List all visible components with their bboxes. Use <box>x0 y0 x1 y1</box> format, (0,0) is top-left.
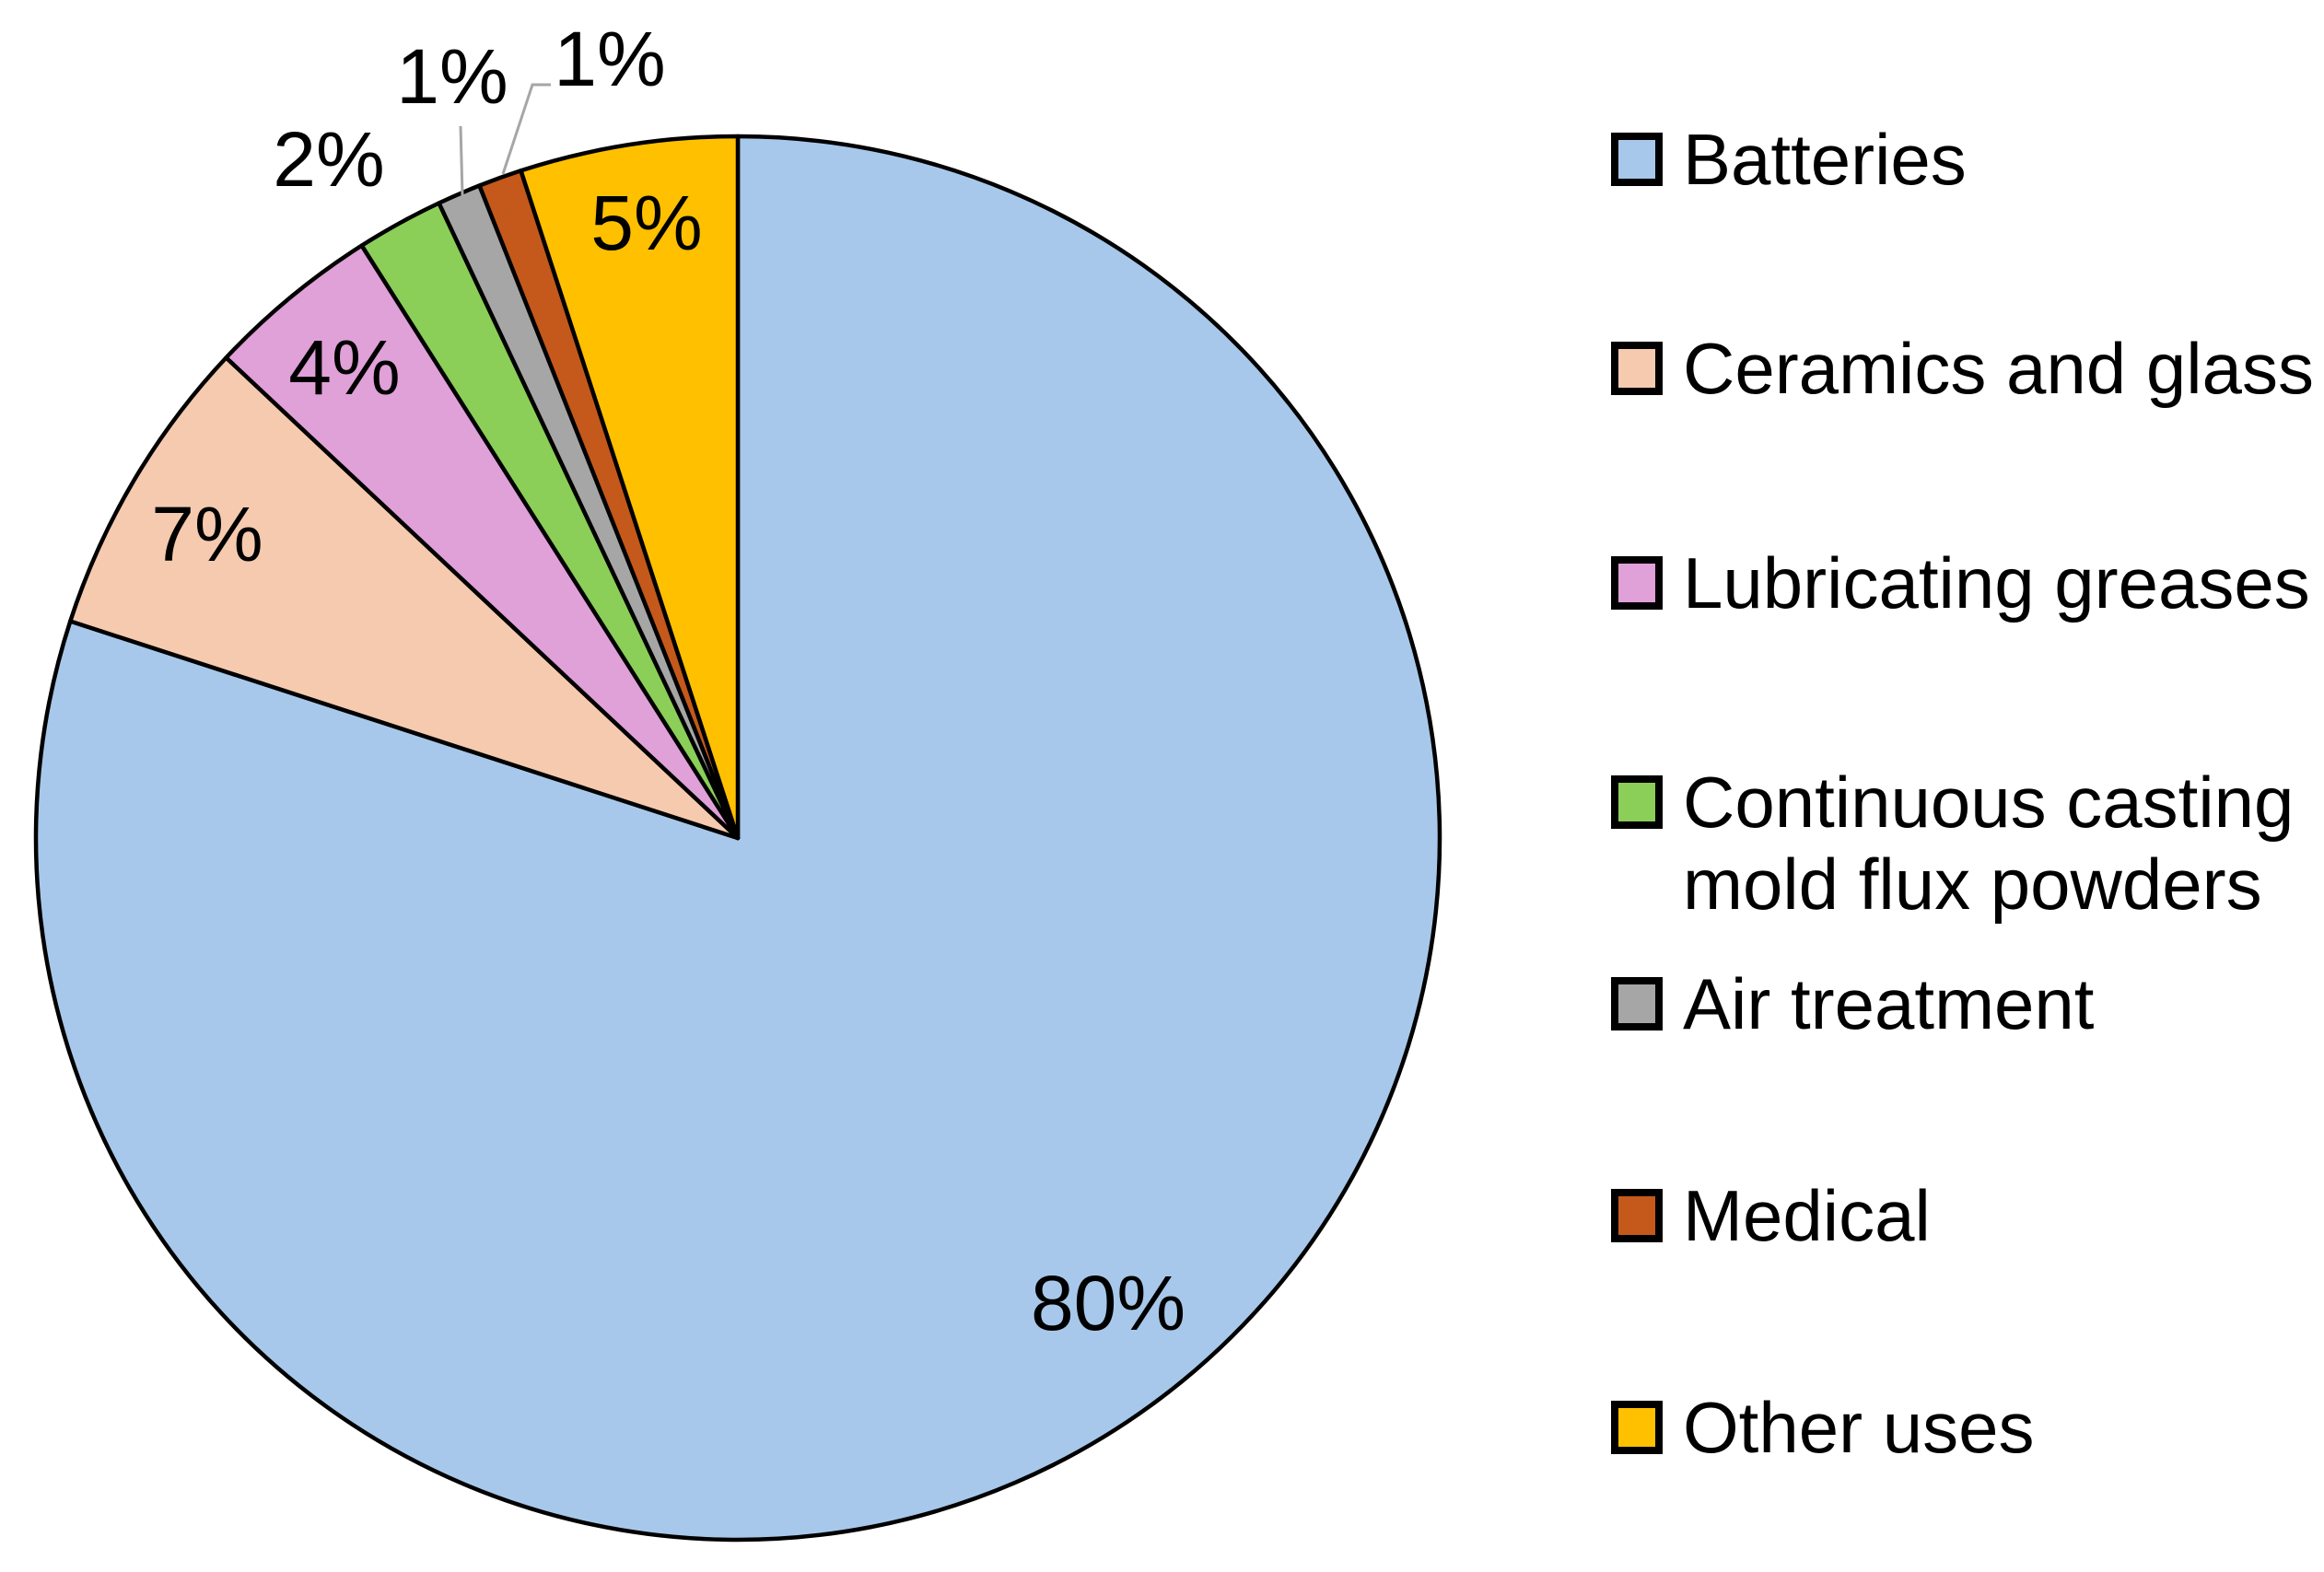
slice-label-batteries: 80% <box>1031 1260 1185 1346</box>
legend-item-batteries: Batteries <box>1611 119 1967 200</box>
legend-label-line: Ceramics and glass <box>1683 328 2314 409</box>
legend-label-line: Batteries <box>1683 119 1967 200</box>
legend-label-line: Continuous casting <box>1683 762 2294 843</box>
slice-label-medical: 1% <box>554 16 665 102</box>
legend-label-batteries: Batteries <box>1683 119 1967 200</box>
legend-label-line: Lubricating greases <box>1683 542 2310 623</box>
slice-label-other-uses: 5% <box>590 180 702 266</box>
slice-label-air-treatment: 1% <box>396 33 508 120</box>
leader-lines-layer <box>459 83 551 196</box>
legend-label-medical: Medical <box>1683 1175 1931 1256</box>
legend-swatch-other-uses <box>1611 1401 1663 1454</box>
legend-swatch-lubricating-greases <box>1611 556 1663 610</box>
legend-label-air-treatment: Air treatment <box>1683 963 2095 1044</box>
legend-label-line: Air treatment <box>1683 963 2095 1044</box>
legend-label-line: Medical <box>1683 1175 1931 1256</box>
legend-item-ceramics-and-glass: Ceramics and glass <box>1611 328 2314 409</box>
legend-swatch-medical <box>1611 1189 1663 1242</box>
legend-item-air-treatment: Air treatment <box>1611 963 2095 1044</box>
pie-slices-layer <box>33 134 1442 1543</box>
legend-item-lubricating-greases: Lubricating greases <box>1611 542 2310 623</box>
leader-line-medical <box>501 83 551 175</box>
pie-slice-ceramics-and-glass <box>68 355 741 841</box>
legend-label-lubricating-greases: Lubricating greases <box>1683 542 2310 623</box>
slice-label-lubricating-greases: 4% <box>288 324 400 411</box>
legend-label-ceramics-and-glass: Ceramics and glass <box>1683 328 2314 409</box>
leader-line-air-treatment <box>459 125 464 196</box>
pie-slice-other-uses <box>519 134 741 841</box>
legend-item-medical: Medical <box>1611 1175 1931 1256</box>
legend-swatch-ceramics-and-glass <box>1611 342 1663 395</box>
slice-label-ceramics-and-glass: 7% <box>151 491 263 577</box>
legend-swatch-batteries <box>1611 133 1663 186</box>
legend: Batteries Ceramics and glass Lubricating g… <box>1611 119 2314 1468</box>
legend-label-line: mold flux powders <box>1683 844 2262 925</box>
legend-label-line: Other uses <box>1683 1387 2035 1468</box>
legend-swatch-air-treatment <box>1611 977 1663 1031</box>
slice-labels-layer: 80%7%4%2%1% 1%5% <box>151 16 1185 1346</box>
legend-item-continuous-casting-mold-flux-powders: Continuous casting mold flux powders <box>1611 762 2294 925</box>
legend-label-other-uses: Other uses <box>1683 1387 2035 1468</box>
legend-swatch-continuous-casting-mold-flux-powders <box>1611 775 1663 829</box>
legend-item-other-uses: Other uses <box>1611 1387 2035 1468</box>
pie-slice-lubricating-greases <box>224 243 741 841</box>
legend-label-continuous-casting-mold-flux-powders: Continuous casting mold flux powders <box>1683 762 2294 925</box>
slice-label-continuous-casting-mold-flux-powders: 2% <box>273 116 384 203</box>
